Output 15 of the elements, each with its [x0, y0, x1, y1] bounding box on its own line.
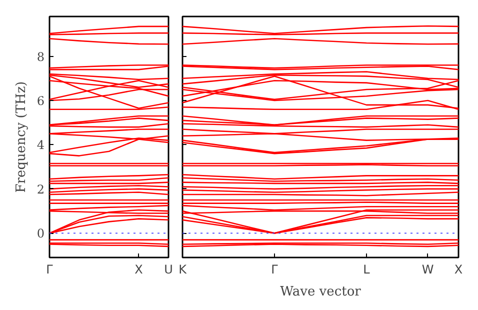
x-tick-label: Γ [46, 262, 54, 276]
y-tick-label: 2 [36, 182, 45, 196]
x-tick-label: X [134, 262, 143, 276]
x-tick-label: X [454, 262, 463, 276]
y-tick-label: 4 [36, 138, 45, 152]
x-axis-title: Wave vector [280, 284, 362, 300]
x-tick-label: L [363, 262, 370, 276]
x-tick-label: W [422, 262, 434, 276]
y-tick-label: 0 [36, 226, 45, 241]
y-axis-title: Frequency (THz) [14, 81, 29, 193]
y-tick-label: 6 [36, 94, 45, 108]
y-tick-label: 8 [36, 50, 45, 64]
x-tick-label: K [178, 262, 188, 276]
x-tick-label: Γ [271, 262, 278, 276]
x-tick-label: U [164, 262, 173, 276]
